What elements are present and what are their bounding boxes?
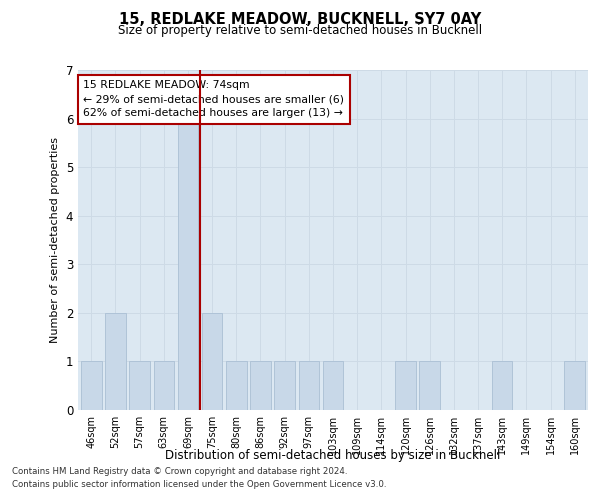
Bar [250,362,271,410]
Bar [299,362,319,410]
Text: 15 REDLAKE MEADOW: 74sqm
← 29% of semi-detached houses are smaller (6)
62% of se: 15 REDLAKE MEADOW: 74sqm ← 29% of semi-d… [83,80,344,118]
Bar [178,118,198,410]
Text: Contains HM Land Registry data © Crown copyright and database right 2024.: Contains HM Land Registry data © Crown c… [12,467,347,476]
Y-axis label: Number of semi-detached properties: Number of semi-detached properties [50,137,60,343]
Text: 15, REDLAKE MEADOW, BUCKNELL, SY7 0AY: 15, REDLAKE MEADOW, BUCKNELL, SY7 0AY [119,12,481,28]
Text: Size of property relative to semi-detached houses in Bucknell: Size of property relative to semi-detach… [118,24,482,37]
Bar [323,362,343,410]
Bar [226,362,247,410]
Bar [419,362,440,410]
Bar [81,362,101,410]
Bar [565,362,585,410]
Bar [105,313,126,410]
Bar [274,362,295,410]
Text: Contains public sector information licensed under the Open Government Licence v3: Contains public sector information licen… [12,480,386,489]
Text: Distribution of semi-detached houses by size in Bucknell: Distribution of semi-detached houses by … [166,448,500,462]
Bar [492,362,512,410]
Bar [202,313,223,410]
Bar [395,362,416,410]
Bar [154,362,174,410]
Bar [130,362,150,410]
